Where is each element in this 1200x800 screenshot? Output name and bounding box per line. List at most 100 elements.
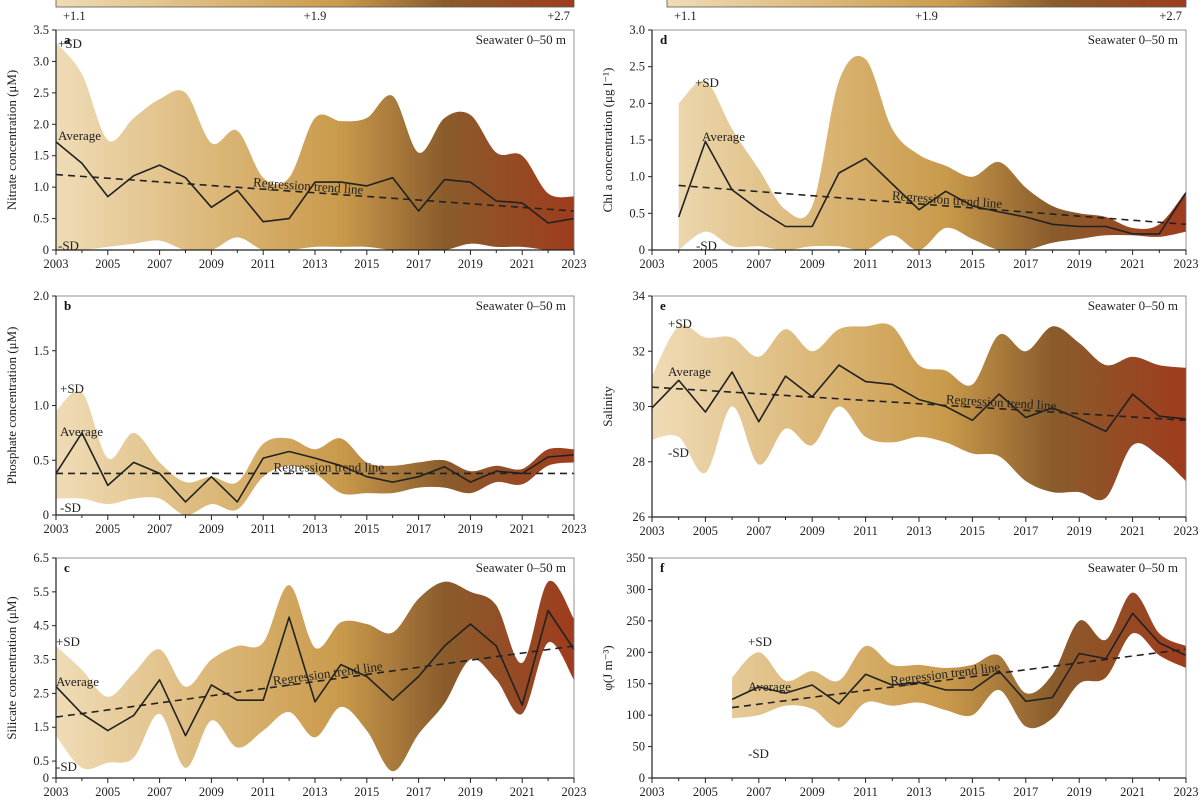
x-tick-label: 2023 — [1174, 785, 1199, 799]
y-tick-label: 2.5 — [629, 60, 645, 74]
minus-sd-label: -SD — [60, 500, 81, 515]
y-tick-label: 50 — [633, 740, 646, 754]
y-tick-label: 0.5 — [33, 453, 49, 467]
panel-subtitle: Seawater 0–50 m — [476, 560, 566, 575]
y-tick-label: 2.0 — [33, 117, 49, 131]
y-tick-label: 34 — [633, 289, 646, 303]
sd-band-b — [56, 390, 574, 515]
x-tick-label: 2003 — [44, 785, 69, 799]
x-tick-label: 2005 — [95, 257, 120, 271]
x-tick-label: 2019 — [458, 257, 483, 271]
y-tick-label: 0 — [639, 771, 645, 785]
x-tick-label: 2005 — [95, 522, 120, 536]
average-line — [651, 364, 1187, 433]
plus-sd-label: +SD — [668, 316, 692, 331]
minus-sd-label: -SD — [668, 445, 689, 460]
x-tick-label: 2017 — [1013, 785, 1038, 799]
chart-panel-b: 0 0.5 1.0 1.5 2.0 2003 2005 2007 2009 2011 2013 201… — [4, 289, 587, 536]
x-tick-label: 2003 — [44, 257, 69, 271]
y-tick-label: 1.5 — [33, 149, 49, 163]
y-tick-label: 350 — [626, 551, 645, 565]
colorbar-tick-label: +1.1 — [674, 9, 697, 23]
chart-panel-f: 0 50 100 150 200 250 300 350 2003 2005 2007 2009 201… — [600, 551, 1199, 799]
average-line — [55, 609, 575, 737]
x-tick-label: 2003 — [640, 257, 665, 271]
x-tick-label: 2023 — [562, 522, 587, 536]
y-tick-label: 1.0 — [629, 170, 645, 184]
panel-letter: a — [64, 32, 71, 47]
average-label: Average — [58, 128, 101, 143]
colorbar-tick-label: +2.7 — [547, 9, 570, 23]
colorbar-tick-label: +1.1 — [63, 9, 86, 23]
x-tick-label: 2013 — [907, 257, 932, 271]
trend-line-label: Regression trend line — [946, 391, 1057, 413]
colorbar — [55, 0, 575, 8]
panel-letter: f — [660, 560, 665, 575]
x-tick-label: 2017 — [1013, 524, 1038, 538]
x-tick-label: 2013 — [907, 524, 932, 538]
y-tick-label: 3.5 — [33, 23, 49, 37]
y-tick-label: 0.5 — [629, 206, 645, 220]
x-tick-label: 2017 — [406, 257, 431, 271]
x-tick-label: 2015 — [354, 522, 379, 536]
y-tick-label: 26 — [633, 510, 646, 524]
panel-letter: c — [64, 560, 70, 575]
x-tick-label: 2023 — [1174, 524, 1199, 538]
trend-line-label: Regression trend line — [274, 459, 385, 474]
y-axis-label: Salinity — [600, 386, 615, 427]
x-tick-label: 2015 — [960, 785, 985, 799]
y-tick-label: 1.0 — [33, 399, 49, 413]
x-tick-label: 2011 — [251, 785, 276, 799]
x-tick-label: 2019 — [458, 522, 483, 536]
plus-sd-label: +SD — [748, 634, 772, 649]
x-tick-label: 2017 — [1013, 257, 1038, 271]
x-tick-label: 2009 — [199, 257, 224, 271]
average-line — [731, 612, 1187, 705]
x-tick-label: 2023 — [562, 785, 587, 799]
x-tick-label: 2021 — [1120, 524, 1145, 538]
x-tick-label: 2011 — [853, 785, 878, 799]
plus-sd-label: +SD — [56, 634, 80, 649]
x-tick-label: 2011 — [853, 257, 878, 271]
x-tick-label: 2003 — [44, 522, 69, 536]
y-tick-label: 250 — [626, 614, 645, 628]
panel-subtitle: Seawater 0–50 m — [1088, 32, 1178, 47]
x-tick-label: 2021 — [510, 257, 535, 271]
plus-sd-label: +SD — [695, 75, 719, 90]
regression-trend-line — [55, 645, 575, 718]
x-tick-label: 2009 — [800, 785, 825, 799]
x-tick-label: 2009 — [800, 257, 825, 271]
y-tick-label: 150 — [626, 677, 645, 691]
x-tick-label: 2009 — [199, 785, 224, 799]
y-tick-label: 1.5 — [33, 344, 49, 358]
chart-panel-e: 26 28 30 32 34 2003 2005 2007 2009 2011 2013 2015 20… — [600, 289, 1199, 538]
y-tick-label: 3.5 — [33, 653, 49, 667]
colorbar-tick-label: +1.9 — [304, 9, 327, 23]
y-axis-label: Nitrate concentration (μM) — [4, 70, 19, 211]
x-tick-label: 2003 — [640, 785, 665, 799]
y-tick-label: 4.5 — [33, 619, 49, 633]
panel-letter: b — [64, 298, 71, 313]
y-tick-label: 0 — [639, 243, 645, 257]
y-tick-label: 100 — [626, 708, 645, 722]
chart-panel-d: 0 0.5 1.0 1.5 2.0 2.5 3.0 2003 2005 2007 2009 2011 2… — [600, 23, 1199, 271]
x-tick-label: 2019 — [1067, 524, 1092, 538]
x-tick-label: 2023 — [562, 257, 587, 271]
y-tick-label: 3.0 — [629, 23, 645, 37]
regression-trend-line — [731, 648, 1187, 709]
y-tick-label: 0.5 — [33, 754, 49, 768]
x-tick-label: 2009 — [199, 522, 224, 536]
x-tick-label: 2005 — [693, 524, 718, 538]
x-tick-label: 2007 — [147, 785, 172, 799]
colorbar — [666, 0, 1187, 8]
colorbar-tick-label: +1.9 — [915, 9, 938, 23]
x-tick-label: 2015 — [354, 785, 379, 799]
colorbar-tick-label: +2.7 — [1159, 9, 1182, 23]
y-tick-label: 3.0 — [33, 54, 49, 68]
x-tick-label: 2013 — [303, 257, 328, 271]
average-line — [55, 432, 575, 503]
y-tick-label: 0 — [43, 508, 49, 522]
average-line — [677, 140, 1187, 235]
x-tick-label: 2005 — [95, 785, 120, 799]
